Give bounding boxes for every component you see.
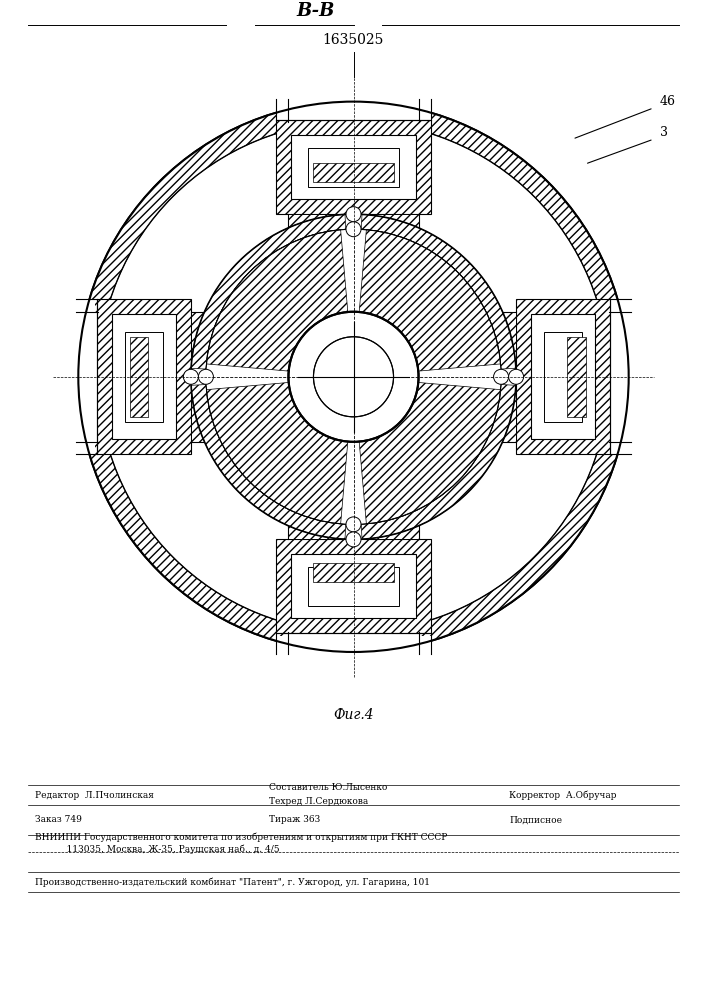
Circle shape <box>346 207 361 222</box>
Circle shape <box>346 532 361 547</box>
Bar <box>276 120 431 214</box>
Wedge shape <box>367 390 629 652</box>
Circle shape <box>346 517 361 532</box>
Bar <box>76 312 98 442</box>
Text: Подписное: Подписное <box>509 816 562 824</box>
Bar <box>308 148 399 187</box>
Bar <box>609 312 631 442</box>
Text: 46: 46 <box>660 95 676 108</box>
Circle shape <box>199 369 214 384</box>
Text: Тираж 363: Тираж 363 <box>269 816 320 824</box>
Bar <box>276 636 431 654</box>
Bar <box>112 314 176 439</box>
Bar <box>568 337 586 417</box>
Text: Техред Л.Сердюкова: Техред Л.Сердюкова <box>269 798 368 806</box>
Wedge shape <box>359 230 501 371</box>
Bar <box>308 567 399 606</box>
Bar <box>97 299 191 454</box>
Bar <box>610 299 629 454</box>
Text: B-B: B-B <box>297 2 335 20</box>
Text: Фиг.4: Фиг.4 <box>333 708 374 722</box>
Wedge shape <box>78 102 340 363</box>
Circle shape <box>346 222 361 237</box>
Text: 3: 3 <box>660 126 668 139</box>
Bar <box>501 312 516 442</box>
Circle shape <box>206 229 501 524</box>
Wedge shape <box>206 382 348 524</box>
Bar <box>291 135 416 199</box>
Text: Корректор  А.Обручар: Корректор А.Обручар <box>509 790 617 800</box>
Circle shape <box>288 312 419 442</box>
Circle shape <box>508 369 524 384</box>
Wedge shape <box>78 102 629 652</box>
Bar <box>288 632 419 654</box>
Bar <box>191 312 206 442</box>
Circle shape <box>493 369 508 384</box>
Text: 113035, Москва, Ж-35, Раушская наб., д. 4/5: 113035, Москва, Ж-35, Раушская наб., д. … <box>35 845 280 854</box>
Text: Производственно-издательский комбинат "Патент", г. Ужгород, ул. Гагарина, 101: Производственно-издательский комбинат "П… <box>35 877 431 887</box>
Wedge shape <box>206 230 348 371</box>
Wedge shape <box>191 385 346 539</box>
Wedge shape <box>361 385 516 539</box>
Bar <box>276 102 431 120</box>
Circle shape <box>191 214 516 539</box>
Bar <box>313 563 394 582</box>
Bar <box>276 539 431 633</box>
Circle shape <box>78 102 629 652</box>
Wedge shape <box>359 382 501 524</box>
Circle shape <box>183 369 199 384</box>
Bar <box>288 524 419 539</box>
Wedge shape <box>78 390 340 652</box>
Bar <box>129 337 148 417</box>
Wedge shape <box>367 102 629 363</box>
Bar <box>124 332 163 422</box>
Bar <box>288 214 419 229</box>
Bar <box>544 332 583 422</box>
Text: 1635025: 1635025 <box>323 33 384 47</box>
Bar <box>291 554 416 618</box>
Bar <box>531 314 595 439</box>
Bar <box>288 99 419 122</box>
Bar <box>76 299 95 454</box>
Text: Заказ 749: Заказ 749 <box>35 816 82 824</box>
Bar <box>516 299 610 454</box>
Text: Составитель Ю.Лысенко: Составитель Ю.Лысенко <box>269 784 387 792</box>
Text: ВНИИПИ Государственного комитета по изобретениям и открытиям при ГКНТ СССР: ВНИИПИ Государственного комитета по изоб… <box>35 833 448 842</box>
Wedge shape <box>191 214 346 369</box>
Text: Редактор  Л.Пчолинская: Редактор Л.Пчолинская <box>35 790 154 800</box>
Bar <box>313 163 394 182</box>
Wedge shape <box>361 214 516 369</box>
